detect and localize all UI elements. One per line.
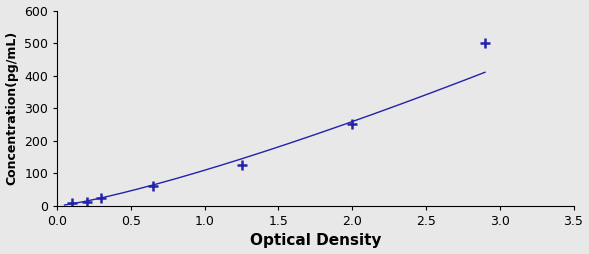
Y-axis label: Concentration(pg/mL): Concentration(pg/mL): [5, 31, 19, 185]
X-axis label: Optical Density: Optical Density: [250, 233, 381, 248]
